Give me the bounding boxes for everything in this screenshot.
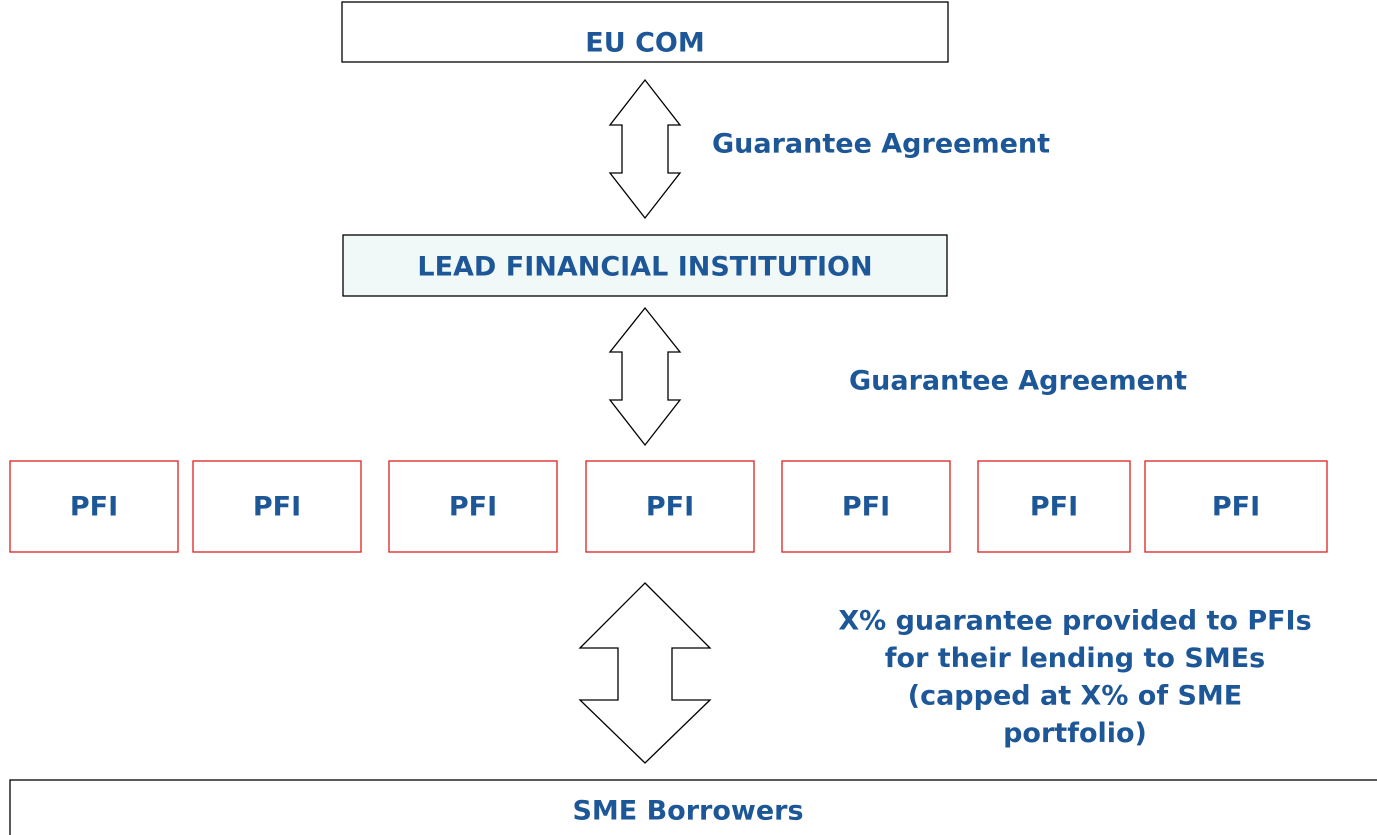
pfi-box: [977, 460, 1131, 553]
node-label: PFI: [1212, 492, 1260, 523]
edge-label: Guarantee Agreement: [849, 366, 1187, 397]
node-label: LEAD FINANCIAL INSTITUTION: [417, 252, 872, 283]
node-label: PFI: [646, 492, 694, 523]
double-arrow: [578, 582, 712, 764]
pfi-box: [192, 460, 362, 553]
node-label: PFI: [1030, 492, 1078, 523]
pfi-box: [781, 460, 951, 553]
edge-label-line: (capped at X% of SME: [908, 681, 1243, 712]
node-label: PFI: [253, 492, 301, 523]
node-label: PFI: [70, 492, 118, 523]
pfi-box: [585, 460, 755, 553]
edge-label-line: for their lending to SMEs: [885, 643, 1265, 674]
node-box: [9, 779, 1377, 835]
edge-label-line: portfolio): [1003, 718, 1147, 749]
pfi-box: [388, 460, 558, 553]
double-arrow: [608, 78, 682, 220]
node-label: PFI: [449, 492, 497, 523]
pfi-box: [9, 460, 179, 553]
node-label: SME Borrowers: [572, 796, 803, 827]
edge-label-line: X% guarantee provided to PFIs: [838, 606, 1311, 637]
node-label: EU COM: [585, 28, 704, 59]
edge-label: Guarantee Agreement: [712, 129, 1050, 160]
node-label: PFI: [842, 492, 890, 523]
edge-label: X% guarantee provided to PFIs for their l…: [838, 606, 1311, 750]
double-arrow: [608, 306, 682, 447]
node-box: [342, 234, 948, 297]
pfi-box: [1144, 460, 1328, 553]
pfi-row: PFI PFI PFI PFI PFI PFI PFI: [9, 460, 1328, 553]
node-box: [341, 1, 949, 63]
